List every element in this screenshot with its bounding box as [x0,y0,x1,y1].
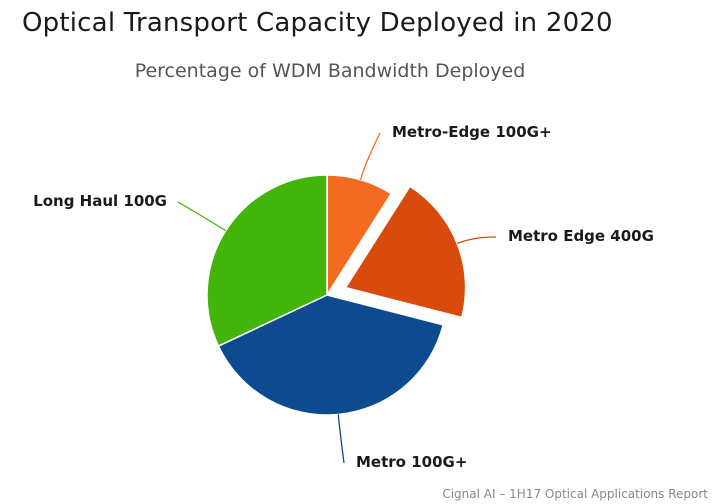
pie-label-metro-edge-100g-: Metro-Edge 100G+ [392,123,552,141]
pie-connector-long-haul-100g [177,201,227,232]
chart-title: Optical Transport Capacity Deployed in 2… [22,8,613,38]
pie-label-metro-100g-: Metro 100G+ [356,453,467,471]
pie-slice-long-haul-100g [206,174,328,348]
pie-connector-metro-edge-400g [456,236,497,245]
pie-label-long-haul-100g: Long Haul 100G [33,192,167,210]
pie-slice-metro-edge-400g [344,185,467,319]
pie-slice-metro-100g- [217,294,445,416]
pie-connector-metro-edge-100g- [359,132,381,180]
chart-subtitle: Percentage of WDM Bandwidth Deployed [134,60,526,82]
pie-label-metro-edge-400g: Metro Edge 400G [508,227,654,245]
pie-connector-metro-100g- [337,414,345,464]
source-note: Cignal AI – 1H17 Optical Applications Re… [442,487,708,501]
